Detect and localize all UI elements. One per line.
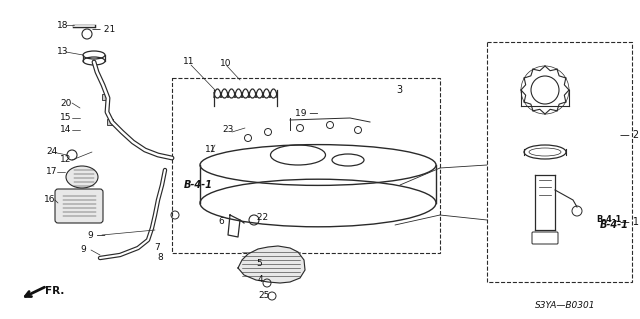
Text: 16: 16 xyxy=(44,196,56,204)
Text: 24: 24 xyxy=(46,147,57,157)
Text: B-4-1: B-4-1 xyxy=(596,216,621,225)
Text: 20: 20 xyxy=(60,99,72,108)
Text: 12: 12 xyxy=(60,155,72,165)
Text: 9: 9 xyxy=(80,246,86,255)
Text: 4: 4 xyxy=(258,276,264,285)
Text: 8: 8 xyxy=(157,254,163,263)
Text: — 1: — 1 xyxy=(620,217,639,227)
Text: 13: 13 xyxy=(57,48,68,56)
Text: B-4-1: B-4-1 xyxy=(184,180,212,190)
Bar xyxy=(487,42,632,282)
Text: — 2: — 2 xyxy=(620,130,639,140)
Text: 25: 25 xyxy=(258,292,269,300)
Text: 5: 5 xyxy=(256,259,262,269)
FancyBboxPatch shape xyxy=(55,189,103,223)
Text: 15: 15 xyxy=(60,114,72,122)
Bar xyxy=(172,78,440,253)
Text: 9 —: 9 — xyxy=(88,231,106,240)
Text: 17: 17 xyxy=(46,167,58,176)
Bar xyxy=(102,94,108,100)
Text: 7: 7 xyxy=(154,243,160,253)
Text: 3: 3 xyxy=(396,85,402,95)
Text: 10: 10 xyxy=(220,58,232,68)
Ellipse shape xyxy=(66,166,98,188)
Text: 23: 23 xyxy=(222,125,234,135)
Text: 11: 11 xyxy=(183,57,195,66)
Text: S3YA—B0301: S3YA—B0301 xyxy=(535,300,595,309)
Bar xyxy=(107,119,113,125)
Text: B-4-1: B-4-1 xyxy=(600,220,628,230)
Text: 18: 18 xyxy=(57,20,68,29)
Text: 19 —: 19 — xyxy=(295,108,318,117)
Text: 6: 6 xyxy=(218,218,224,226)
Text: 11: 11 xyxy=(205,145,216,154)
Text: 22: 22 xyxy=(254,213,268,222)
Text: FR.: FR. xyxy=(45,286,65,296)
Text: 14: 14 xyxy=(60,125,72,135)
Text: — 21: — 21 xyxy=(92,26,115,34)
Polygon shape xyxy=(238,246,305,283)
